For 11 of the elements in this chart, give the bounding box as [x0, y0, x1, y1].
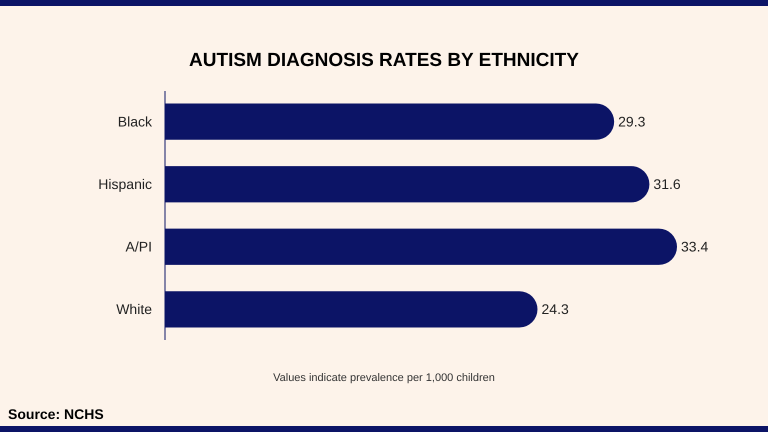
data-label: 29.3: [618, 114, 646, 130]
source-note: Source: NCHS: [8, 406, 104, 422]
y-tick-label: Black: [118, 114, 153, 130]
y-tick-label: A/PI: [126, 238, 152, 255]
text: Values indicate prevalence per 1,000 children: [273, 372, 495, 384]
y-tick-label: White: [116, 301, 152, 318]
data-label: 31.6: [653, 176, 681, 192]
data-label: 33.4: [681, 238, 708, 255]
chart-title: AUTISM DIAGNOSIS RATES BY ETHNICITY: [189, 50, 580, 71]
data-label: 24.3: [542, 301, 569, 318]
y-tick-label: Hispanic: [98, 176, 152, 192]
